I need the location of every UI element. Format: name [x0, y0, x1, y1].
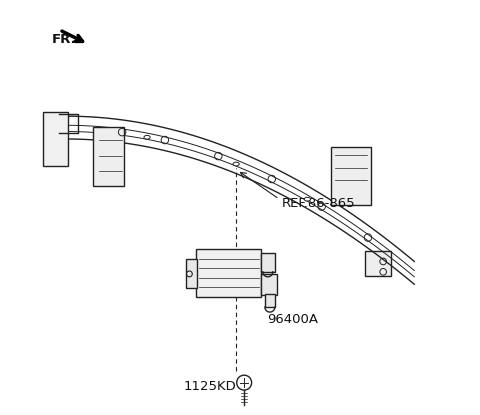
Text: 1125KD: 1125KD [184, 380, 237, 393]
Ellipse shape [233, 162, 239, 166]
FancyBboxPatch shape [186, 259, 197, 288]
Text: 96400A: 96400A [267, 313, 318, 326]
Ellipse shape [304, 197, 311, 201]
Text: REF.86-865: REF.86-865 [281, 197, 355, 210]
FancyBboxPatch shape [261, 253, 275, 272]
FancyBboxPatch shape [93, 127, 124, 186]
Text: FR.: FR. [52, 33, 77, 46]
FancyBboxPatch shape [331, 147, 371, 205]
FancyBboxPatch shape [261, 274, 277, 295]
FancyBboxPatch shape [265, 294, 275, 307]
Ellipse shape [144, 135, 150, 139]
FancyBboxPatch shape [196, 249, 261, 297]
FancyBboxPatch shape [364, 251, 392, 276]
FancyBboxPatch shape [43, 112, 68, 166]
